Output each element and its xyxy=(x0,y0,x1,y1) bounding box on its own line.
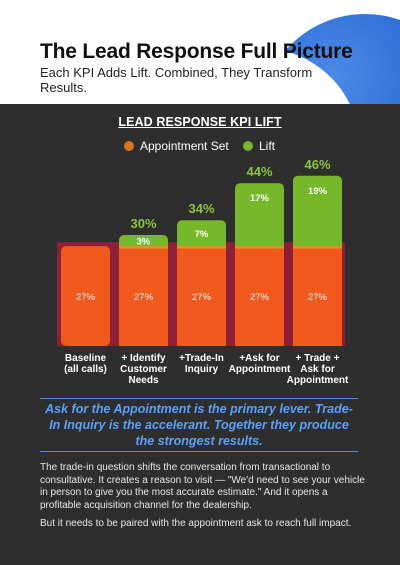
bar-lift-label-4: 19% xyxy=(308,186,328,197)
bar-lift-4 xyxy=(293,175,342,255)
legend-label-lift: Lift xyxy=(259,139,276,153)
bar-lift-label-2: 7% xyxy=(195,229,209,240)
bar-appointment-label-0: 27% xyxy=(76,292,96,303)
category-label-3: +Ask for Appointment xyxy=(229,353,291,375)
legend-label-appointment-set: Appointment Set xyxy=(140,139,229,153)
bar-appointment-0 xyxy=(61,246,110,346)
body-paragraph-2: But it needs to be paired with the appoi… xyxy=(40,518,352,529)
chart-legend: Appointment Set Lift xyxy=(0,139,400,155)
category-label-1: + Identify Customer Needs xyxy=(120,353,167,386)
chart-title: LEAD RESPONSE KPI LIFT xyxy=(118,115,282,129)
legend-swatch-lift xyxy=(243,141,253,151)
legend-item-lift: Lift xyxy=(243,139,275,153)
bar-appointment-label-3: 27% xyxy=(250,292,270,303)
page-subtitle: Each KPI Adds Lift. Combined, They Trans… xyxy=(40,65,313,95)
page-title: The Lead Response Full Picture xyxy=(40,40,353,63)
bar-appointment-label-1: 27% xyxy=(134,292,154,303)
bar-lift-2 xyxy=(177,220,226,255)
bar-divider-2 xyxy=(177,246,226,249)
legend-swatch-appointment-set xyxy=(124,141,134,151)
kpi-lift-chart: 27% Baseline (all calls) 3% 30% 27% + Identify… xyxy=(57,157,349,386)
bar-appointment-3 xyxy=(235,246,284,346)
bar-lift-label-1: 3% xyxy=(137,237,151,248)
bar-appointment-1 xyxy=(119,246,168,346)
category-label-0: Baseline (all calls) xyxy=(64,353,107,375)
body-paragraph-1: The trade-in question shifts the convers… xyxy=(40,462,365,511)
bar-appointment-label-4: 27% xyxy=(308,292,328,303)
bar-total-label-3: 44% xyxy=(246,164,272,179)
header-banner: The Lead Response Full Picture Each KPI … xyxy=(0,0,400,104)
bar-divider-1 xyxy=(119,246,168,249)
bar-total-label-2: 34% xyxy=(188,201,214,216)
bar-lift-label-3: 17% xyxy=(250,193,270,204)
legend-item-appointment-set: Appointment Set xyxy=(124,139,229,153)
bar-appointment-label-2: 27% xyxy=(192,292,212,303)
bar-total-label-4: 46% xyxy=(304,157,330,172)
bar-divider-3 xyxy=(235,246,284,249)
bar-appointment-2 xyxy=(177,246,226,346)
bar-appointment-4 xyxy=(293,246,342,346)
category-label-4: + Trade + Ask for Appointment xyxy=(287,353,349,386)
bar-total-label-1: 30% xyxy=(130,216,156,231)
callout-text: Ask for the Appointment is the primary l… xyxy=(40,398,358,452)
category-label-2: +Trade-In Inquiry xyxy=(179,353,224,375)
bar-divider-4 xyxy=(293,246,342,249)
bar-lift-3 xyxy=(235,183,284,255)
